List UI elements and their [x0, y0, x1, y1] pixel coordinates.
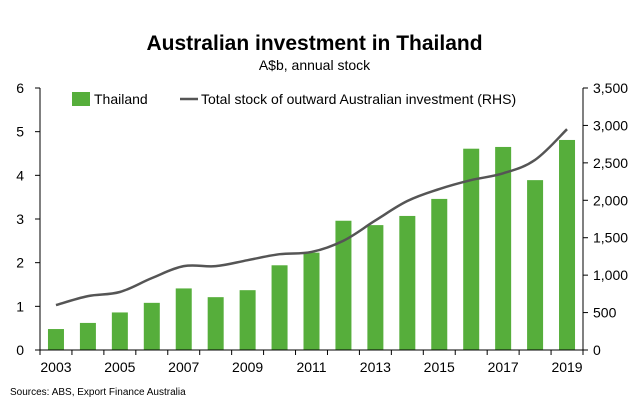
right-tick-label: 3,500: [593, 80, 628, 96]
source-note: Sources: ABS, Export Finance Australia: [10, 387, 186, 398]
bar-2011: [303, 252, 320, 350]
right-tick-label: 1,500: [593, 230, 628, 246]
bar-2015: [431, 198, 448, 350]
bar-2009: [239, 290, 256, 350]
chart-subtitle: A$b, annual stock: [258, 57, 371, 73]
chart-title: Australian investment in Thailand: [146, 32, 483, 55]
right-tick-label: 2,500: [593, 155, 628, 171]
bar-2013: [367, 225, 384, 350]
right-tick-label: 2,000: [593, 192, 628, 208]
x-tick-label: 2009: [232, 359, 263, 375]
legend-swatch-thailand: [72, 92, 90, 106]
legend-label-thailand: Thailand: [94, 91, 148, 107]
bar-2016: [463, 148, 480, 350]
bars-group: [47, 139, 576, 350]
x-tick-label: 2013: [360, 359, 391, 375]
left-tick-label: 0: [16, 342, 24, 358]
bar-2017: [495, 146, 512, 350]
left-tick-label: 6: [16, 80, 24, 96]
left-tick-label: 4: [16, 167, 24, 183]
bar-2010: [271, 265, 288, 350]
left-tick-label: 2: [16, 255, 24, 271]
x-tick-label: 2007: [168, 359, 199, 375]
left-tick-label: 5: [16, 124, 24, 140]
x-tick-label: 2003: [40, 359, 71, 375]
left-tick-label: 1: [16, 298, 24, 314]
right-tick-label: 0: [593, 342, 601, 358]
x-tick-label: 2011: [296, 359, 326, 375]
x-tick-label: 2017: [488, 359, 519, 375]
right-tick-label: 500: [593, 305, 617, 321]
legend-label-total-stock: Total stock of outward Australian invest…: [201, 91, 516, 107]
line-group: [55, 128, 568, 307]
bar-2006: [143, 302, 160, 350]
axes-group: 0 1 2 3 4 5 6 0 500 1,000 1,500 2,000 2,500 3,000 3,50…: [16, 80, 628, 375]
bar-2003: [47, 329, 64, 350]
bar-2004: [79, 322, 96, 350]
total-stock-line: [55, 128, 568, 307]
bar-2007: [175, 288, 192, 350]
right-tick-label: 1,000: [593, 267, 628, 283]
x-tick-label: 2005: [104, 359, 135, 375]
bar-2012: [335, 220, 352, 350]
x-tick-label: 2019: [551, 359, 582, 375]
bar-2014: [399, 215, 416, 350]
bar-2005: [111, 312, 128, 350]
left-tick-label: 3: [16, 211, 24, 227]
right-tick-label: 3,000: [593, 117, 628, 133]
bar-2018: [527, 180, 544, 350]
bar-2008: [207, 297, 224, 350]
legend: Thailand Total stock of outward Australi…: [72, 91, 516, 107]
bar-2019: [559, 139, 576, 350]
x-tick-label: 2015: [424, 359, 455, 375]
